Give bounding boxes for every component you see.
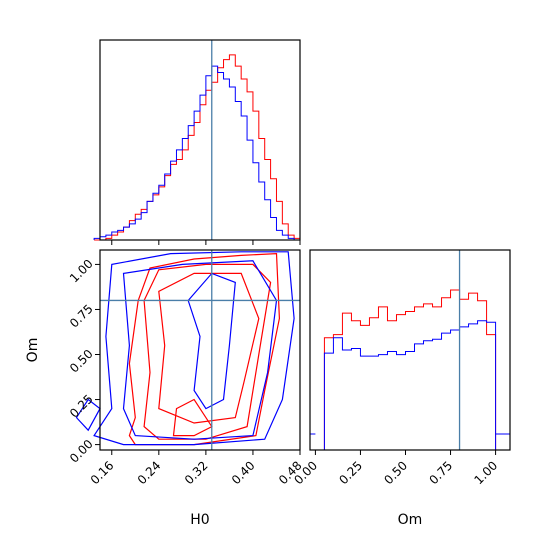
om-histogram-blue-series: [315, 320, 497, 451]
contour-panel: 0.16 0.24 0.32 0.40 0.48 0.000.250.500.751.0…: [25, 249, 305, 528]
h0-histogram-red-series: [94, 54, 301, 241]
contour-frame: [99, 249, 301, 451]
h0-histogram-panel: [93, 39, 301, 245]
om-histogram-x-tick-label-4: 1.00: [472, 458, 501, 487]
contour-y-tick-label-2: 0.50: [67, 347, 96, 376]
red-contour-3: [172, 398, 213, 437]
red-contour-2: [158, 272, 260, 424]
contour-x-tick-label-0: 0.16: [88, 458, 117, 487]
contour-x-tick-label-3: 0.40: [229, 458, 258, 487]
om-histogram-panel: 0.00 0.25 0.50 0.75 1.00 Om: [291, 249, 511, 528]
blue-contour-0: [93, 251, 295, 446]
h0-histogram-frame: [99, 39, 301, 241]
contour-y-tick-label-3: 0.75: [67, 302, 96, 331]
contour-x-tick-label-2: 0.32: [182, 458, 211, 487]
om-histogram-red-series: [315, 289, 497, 451]
red-contour-0: [128, 252, 281, 446]
contour-x-tick-label-1: 0.24: [135, 458, 164, 487]
om-histogram-x-tick-label-2: 0.50: [381, 458, 410, 487]
contour-y-tick-label-1: 0.25: [67, 392, 96, 421]
contour-y-tick-label-0: 0.00: [67, 437, 96, 466]
x-axis-label-h0: H0: [190, 512, 209, 528]
h0-histogram-blue-series: [93, 65, 300, 241]
contour-y-tick-label-4: 1.00: [67, 257, 96, 286]
om-histogram-x-tick-label-3: 0.75: [426, 458, 455, 487]
om-histogram-x-tick-label-1: 0.25: [336, 458, 365, 487]
om-histogram-frame: [309, 249, 511, 451]
x-axis-label-om: Om: [398, 512, 423, 528]
y-axis-label-om: Om: [25, 338, 41, 363]
